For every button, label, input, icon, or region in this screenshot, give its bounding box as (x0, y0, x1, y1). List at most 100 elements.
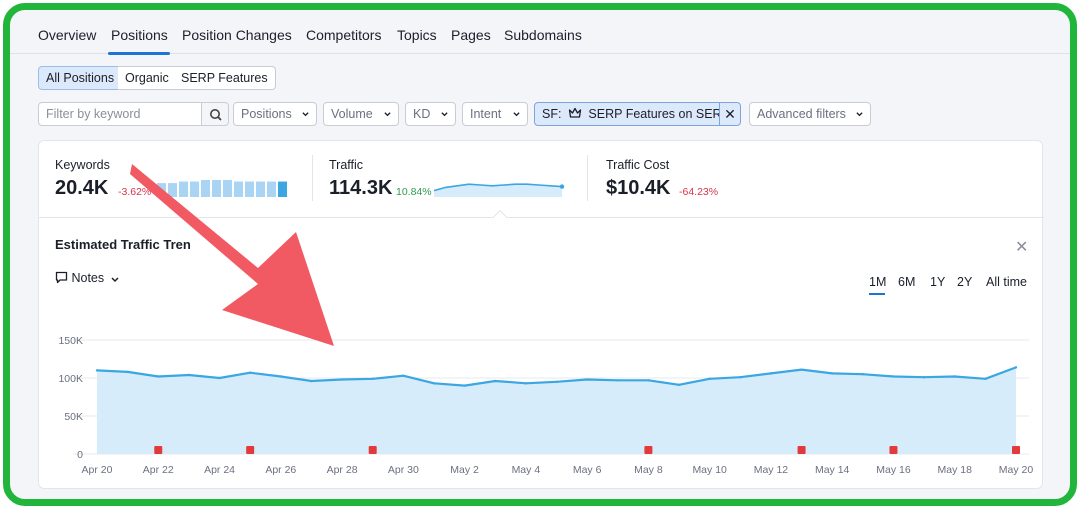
traffic-data-point (494, 379, 497, 383)
x-tick-label: Apr 30 (388, 464, 419, 476)
traffic-cost-value: $10.4K (606, 177, 671, 199)
tab-competitors[interactable]: Competitors (306, 27, 382, 43)
note-marker[interactable] (889, 446, 898, 454)
traffic-data-point (340, 378, 344, 381)
traffic-delta: 10.84% (396, 186, 432, 198)
chevron-down-icon (302, 112, 309, 117)
keywords-delta: -3.62% (118, 186, 152, 198)
traffic-data-point (95, 369, 99, 372)
tab-bar: Overview Positions Position Changes Comp… (10, 10, 1070, 55)
x-tick-label: May 18 (938, 464, 973, 476)
tab-overview[interactable]: Overview (38, 27, 97, 43)
keywords-sparkline-bar (256, 181, 265, 197)
segment-organic[interactable]: Organic (118, 66, 177, 90)
traffic-data-point (739, 376, 742, 379)
traffic-data-point (892, 375, 895, 378)
kd-dropdown-label: KD (413, 107, 431, 121)
close-icon[interactable]: ✕ (1015, 239, 1029, 256)
chevron-down-icon (856, 112, 863, 117)
search-button[interactable] (201, 102, 229, 126)
traffic-sparkline-line (434, 183, 563, 192)
traffic-sparkline-point (559, 184, 565, 189)
traffic-data-point (463, 384, 466, 387)
traffic-data-point (126, 370, 129, 374)
x-tick-label: Apr 20 (82, 464, 113, 476)
serp-features-filter-chip[interactable]: SF: SERP Features on SERP (534, 102, 730, 126)
traffic-data-point (524, 382, 528, 385)
volume-dropdown-label: Volume (331, 107, 373, 121)
x-tick-label: May 8 (634, 464, 663, 476)
range-2y[interactable]: 2Y (957, 275, 973, 289)
keywords-sparkline-bar (179, 181, 188, 197)
y-tick-label: 150K (58, 335, 83, 347)
traffic-data-point (708, 377, 711, 380)
notes-label: Notes (71, 271, 105, 285)
x-tick-label: May 10 (692, 464, 727, 476)
traffic-data-point (432, 382, 436, 385)
x-tick-label: Apr 28 (327, 464, 358, 476)
keywords-sparkline (157, 180, 287, 197)
traffic-data-point (279, 375, 282, 378)
active-range-indicator (869, 293, 885, 295)
note-marker[interactable] (246, 446, 255, 454)
x-tick-label: May 12 (754, 464, 789, 476)
y-tick-label: 50K (64, 411, 83, 423)
positions-dropdown-label: Positions (241, 107, 292, 121)
keywords-sparkline-bar (267, 181, 276, 197)
kd-dropdown[interactable]: KD (405, 102, 456, 126)
range-6m[interactable]: 6M (898, 275, 916, 289)
traffic-data-point (831, 372, 834, 375)
traffic-line (96, 366, 1017, 387)
traffic-data-point (585, 378, 589, 381)
traffic-data-point (861, 373, 865, 376)
volume-dropdown[interactable]: Volume (323, 102, 399, 126)
positions-dropdown[interactable]: Positions (233, 102, 317, 126)
traffic-data-point (800, 368, 803, 371)
keywords-sparkline-bar (234, 181, 243, 197)
keywords-sparkline-bar (278, 181, 287, 197)
remove-filter-button[interactable]: ✕ (719, 102, 741, 126)
segment-all-positions[interactable]: All Positions (38, 66, 123, 90)
note-marker[interactable] (797, 446, 806, 454)
trend-title: Estimated Traffic Tren (55, 237, 191, 252)
note-marker[interactable] (368, 446, 377, 454)
traffic-data-point (310, 379, 313, 383)
comment-icon (55, 271, 68, 284)
traffic-data-point (922, 376, 926, 379)
traffic-sparkline (434, 183, 565, 197)
range-1m[interactable]: 1M (869, 275, 887, 289)
traffic-data-point (187, 373, 191, 377)
range-1y[interactable]: 1Y (930, 275, 946, 289)
y-tick-label: 0 (77, 449, 83, 461)
keywords-sparkline-bar (245, 181, 254, 197)
keywords-sparkline-bar (190, 181, 199, 197)
advanced-filters-dropdown[interactable]: Advanced filters (749, 102, 871, 126)
metric-divider (587, 155, 588, 201)
x-tick-label: May 4 (512, 464, 541, 476)
note-marker[interactable] (644, 446, 653, 454)
x-tick-label: May 14 (815, 464, 850, 476)
note-marker[interactable] (154, 446, 163, 454)
segment-serp-features[interactable]: SERP Features (174, 66, 276, 90)
traffic-area (97, 367, 1016, 454)
intent-dropdown[interactable]: Intent (462, 102, 528, 126)
traffic-data-point (218, 376, 221, 380)
y-tick-label: 100K (58, 373, 83, 385)
tab-subdomains[interactable]: Subdomains (504, 27, 582, 43)
tab-position-changes[interactable]: Position Changes (182, 27, 292, 43)
x-tick-label: May 16 (876, 464, 911, 476)
x-tick-label: May 2 (450, 464, 479, 476)
tab-topics[interactable]: Topics (397, 27, 437, 43)
highlight-frame: Overview Positions Position Changes Comp… (3, 3, 1077, 506)
tab-positions[interactable]: Positions (111, 27, 168, 43)
range-all-time[interactable]: All time (986, 275, 1027, 289)
keyword-filter-input[interactable]: Filter by keyword (38, 102, 202, 126)
keywords-sparkline-bar (212, 180, 221, 197)
traffic-cost-label: Traffic Cost (606, 158, 670, 172)
tab-pages[interactable]: Pages (451, 27, 491, 43)
note-marker[interactable] (1012, 446, 1020, 454)
notes-dropdown[interactable]: Notes (55, 271, 119, 285)
keywords-sparkline-bar (201, 180, 210, 197)
close-icon: ✕ (724, 106, 736, 122)
traffic-sparkline-area (434, 184, 562, 197)
